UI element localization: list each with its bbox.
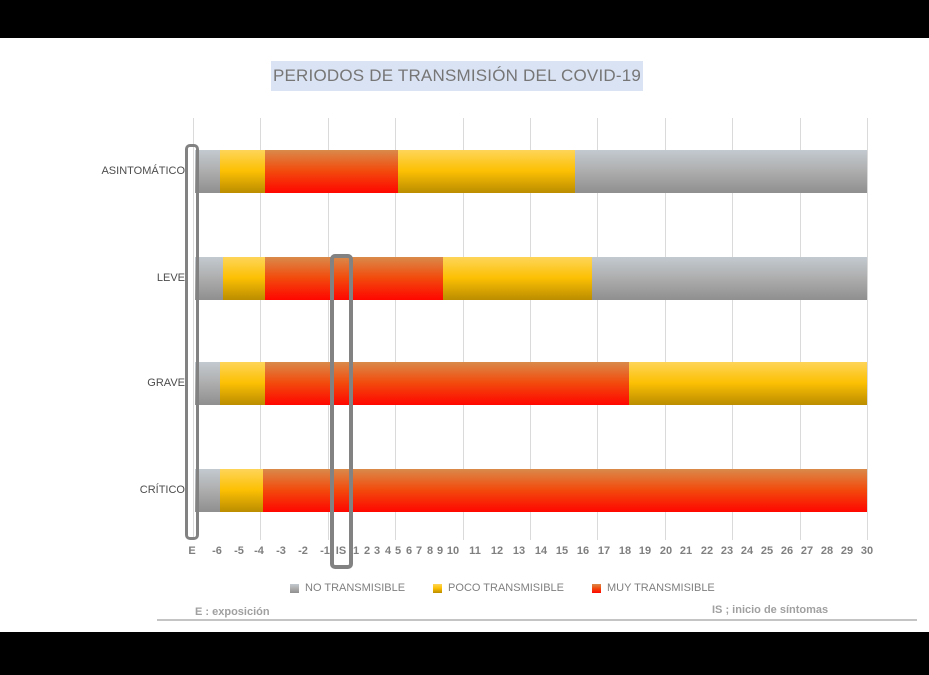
x-tick-label: 10 [446,545,460,557]
x-tick-label: E [188,545,196,557]
x-tick-label: 13 [512,545,526,557]
footnote-symptom-onset: IS ; inicio de síntomas [712,604,829,616]
bar-segment-no-transmisible [195,150,220,193]
x-tick-label: 3 [373,545,381,557]
x-tick-label: 24 [740,545,754,557]
chart-title: PERIODOS DE TRANSMISIÓN DEL COVID-19 [271,61,643,91]
bar-grave [195,362,867,405]
x-tick-label: -2 [298,545,308,557]
legend-item-muy-transmisible: MUY TRANSMISIBLE [591,582,715,594]
bar-asintomatico [195,150,867,193]
bar-segment-no-transmisible [195,469,220,512]
x-tick-label: -5 [234,545,244,557]
x-tick-label: 4 [384,545,392,557]
bar-critico [195,469,867,512]
x-tick-label: 5 [394,545,402,557]
x-tick-label: 18 [618,545,632,557]
category-label: ASINTOMÁTICO [101,165,185,177]
bar-segment-poco-transmisible [223,257,265,300]
bar-segment-poco-transmisible [442,257,593,300]
x-tick-label: 16 [576,545,590,557]
x-tick-label: -1 [320,545,330,557]
gridline [867,118,868,540]
x-tick-label: 1 [352,545,360,557]
gridline [799,118,801,540]
legend-swatch-icon [290,583,299,593]
x-tick-label: 6 [405,545,413,557]
x-tick-label: 23 [720,545,734,557]
footnote-exposure: E : exposición [195,606,270,618]
gridline [530,118,531,540]
footnote-divider [157,619,917,621]
bottom-letterbox [0,632,929,675]
gridline [462,118,464,540]
x-tick-label: 21 [679,545,693,557]
bar-segment-no-transmisible [195,362,220,405]
gridline [193,118,194,540]
x-tick-label: 12 [490,545,504,557]
legend-swatch-icon [591,583,601,593]
x-tick-label: -6 [212,545,222,557]
bar-segment-poco-transmisible [219,469,263,512]
bar-segment-poco-transmisible [219,362,265,405]
gridline [395,118,397,540]
bar-segment-poco-transmisible [397,150,575,193]
gridline [260,118,262,540]
x-tick-label: 28 [820,545,834,557]
legend-label: POCO TRANSMISIBLE [448,582,564,594]
symptom-onset-column-highlight-box [330,254,353,569]
category-label: CRÍTICO [139,484,185,496]
exposure-column-highlight-box [185,144,199,540]
legend-label: MUY TRANSMISIBLE [606,582,715,594]
bar-segment-no-transmisible [592,257,867,300]
legend-item-no-transmisible: NO TRANSMISIBLE [290,582,405,594]
x-tick-label: 19 [638,545,652,557]
legend: NO TRANSMISIBLE POCO TRANSMISIBLE MUY TRAN… [290,582,715,594]
legend-swatch-icon [433,583,443,593]
x-tick-label: 7 [415,545,423,557]
bar-segment-muy-transmisible [264,257,443,300]
x-tick-label: 14 [534,545,548,557]
x-tick-label: 20 [659,545,673,557]
x-tick-label: 15 [555,545,569,557]
bar-segment-poco-transmisible [629,362,867,405]
bar-segment-muy-transmisible [264,150,398,193]
x-tick-label: -3 [276,545,286,557]
gridline [597,118,599,540]
x-tick-label: 17 [597,545,611,557]
x-tick-label: 9 [436,545,444,557]
x-tick-label: 29 [840,545,854,557]
x-tick-label: 11 [469,545,481,557]
gridline [327,118,329,540]
x-tick-label: 26 [780,545,794,557]
x-tick-label: 22 [700,545,714,557]
top-letterbox [0,0,929,38]
x-tick-label: -4 [254,545,264,557]
category-label: GRAVE [147,377,185,389]
legend-label: NO TRANSMISIBLE [305,582,406,594]
x-tick-label: 30 [860,545,874,557]
x-tick-label: 25 [760,545,774,557]
x-tick-label: 2 [363,545,371,557]
gridline [732,118,734,540]
category-label: LEVE [156,272,185,284]
bar-segment-poco-transmisible [219,150,265,193]
legend-item-poco-transmisible: POCO TRANSMISIBLE [433,582,564,594]
x-tick-label: IS [335,545,347,557]
bar-segment-no-transmisible [195,257,224,300]
bar-leve [195,257,867,300]
bar-segment-muy-transmisible [264,362,630,405]
x-tick-label: 27 [800,545,814,557]
bar-segment-muy-transmisible [262,469,867,512]
bar-segment-no-transmisible [574,150,867,193]
gridline [664,118,666,540]
x-tick-label: 8 [426,545,434,557]
